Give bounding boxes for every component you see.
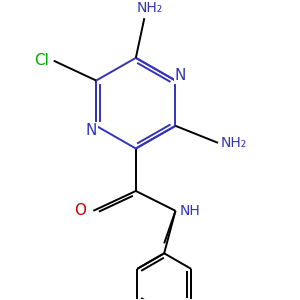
Text: NH: NH <box>180 204 200 218</box>
Text: N: N <box>85 123 97 138</box>
Text: N: N <box>175 68 186 83</box>
Text: Cl: Cl <box>34 53 50 68</box>
Text: NH₂: NH₂ <box>137 2 163 15</box>
Text: O: O <box>74 203 86 218</box>
Text: NH₂: NH₂ <box>221 136 247 150</box>
